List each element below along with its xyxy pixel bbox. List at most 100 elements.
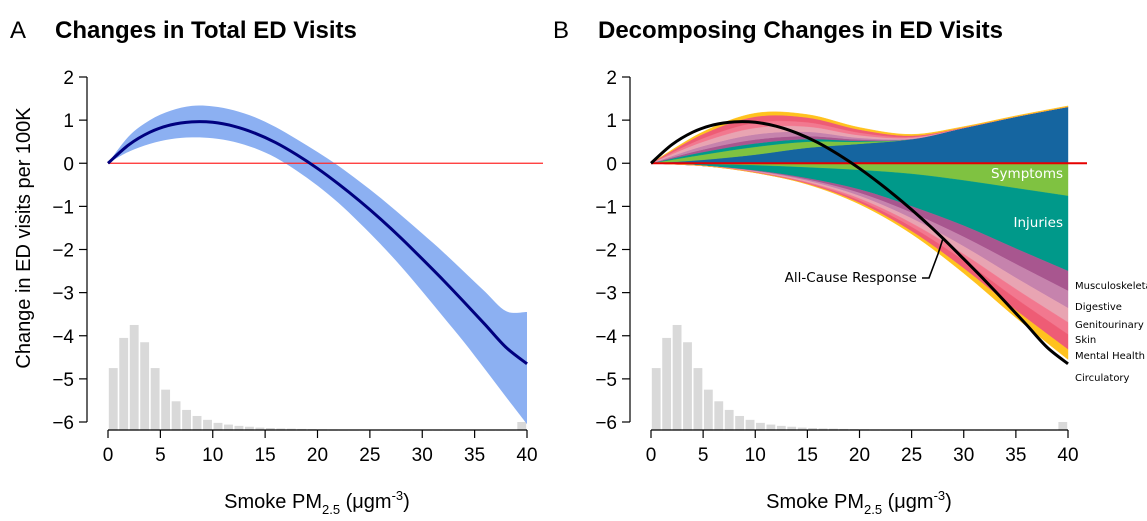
panel-a-title: Changes in Total ED Visits xyxy=(55,17,357,44)
panel-a-y-axis: −6 −5 −4 −3 −2 −1 0 1 2 xyxy=(52,68,88,434)
panel-b-letter: B xyxy=(553,17,569,44)
y-tick-label: −3 xyxy=(595,284,617,305)
histogram-bar xyxy=(662,337,672,431)
all-cause-curve xyxy=(649,120,1069,365)
x-tick-label: 30 xyxy=(412,445,433,466)
histogram-bar xyxy=(724,409,734,431)
y-tick-label: 1 xyxy=(606,111,617,132)
category-label-genitourinary: Genitourinary xyxy=(1075,320,1144,331)
all-cause-annotation-text: All-Cause Response xyxy=(785,270,917,286)
y-tick-label: −2 xyxy=(595,241,617,262)
histogram-bar xyxy=(265,428,275,431)
x-tick-label: 5 xyxy=(698,445,709,466)
x-tick-label: 15 xyxy=(797,445,818,466)
histogram-bar xyxy=(255,427,265,431)
histogram-bar xyxy=(192,415,202,431)
stack-area-circulatory-positive xyxy=(650,105,1069,164)
y-tick-label: −1 xyxy=(595,197,617,218)
x-tick-label: 20 xyxy=(307,445,328,466)
panel-b-y-axis: −6 −5 −4 −3 −2 −1 0 1 2 xyxy=(595,68,631,434)
panel-a-y-axis-label: Change in ED visits per 100K xyxy=(13,107,35,369)
panel-a: A Changes in Total ED Visits −6−5−4−3−2−… xyxy=(10,17,543,517)
histogram-bar xyxy=(129,324,139,431)
y-tick-label: 0 xyxy=(63,154,74,175)
y-tick-label: 2 xyxy=(606,68,617,89)
histogram-bar xyxy=(651,368,661,431)
histogram-bar xyxy=(735,415,745,431)
panel-b-x-axis: 0 5 10 15 20 25 30 35 40 xyxy=(646,429,1079,466)
x-tick-label: 30 xyxy=(953,445,974,466)
panel-b-all-cause-group xyxy=(649,120,1069,365)
histogram-bar xyxy=(119,337,129,431)
all-cause-annotation-leader xyxy=(922,238,944,279)
y-tick-label: 0 xyxy=(606,154,617,175)
x-tick-label: 40 xyxy=(516,445,537,466)
panel-a-letter: A xyxy=(10,17,26,44)
histogram-bar xyxy=(776,425,786,431)
histogram-bar xyxy=(182,409,192,431)
panel-a-x-axis-label: Smoke PM2.5 (μgm-3) xyxy=(224,488,410,517)
panel-b-histogram xyxy=(651,324,1068,431)
histogram-bar xyxy=(745,419,755,431)
panel-b: B Decomposing Changes in ED Visits Sympt… xyxy=(553,17,1147,517)
y-tick-label: −5 xyxy=(595,370,617,391)
histogram-bar xyxy=(693,368,703,431)
x-tick-label: 35 xyxy=(464,445,485,466)
y-tick-label: −5 xyxy=(52,370,74,391)
category-label-musculoskeletal: Musculoskeletal xyxy=(1075,281,1147,292)
y-tick-label: −6 xyxy=(52,413,74,434)
category-label-circulatory: Circulatory xyxy=(1075,373,1130,384)
y-tick-label: −1 xyxy=(52,197,74,218)
panel-b-annotation: All-Cause Response xyxy=(785,238,944,286)
histogram-bar xyxy=(517,422,527,431)
x-tick-label: 10 xyxy=(202,445,223,466)
response-curve xyxy=(107,120,528,365)
histogram-bar xyxy=(756,422,765,431)
histogram-bar xyxy=(161,389,171,431)
histogram-bar xyxy=(797,427,807,431)
panel-a-confidence-band-group xyxy=(108,105,527,425)
panel-b-category-labels: Symptoms Injuries Musculoskeletal Digestive… xyxy=(991,166,1147,384)
histogram-bar xyxy=(171,401,181,431)
histogram-bar xyxy=(140,342,150,431)
x-tick-label: 15 xyxy=(255,445,276,466)
y-tick-label: −2 xyxy=(52,241,74,262)
panel-b-x-axis-label: Smoke PM2.5 (μgm-3) xyxy=(766,488,952,517)
x-tick-label: 0 xyxy=(103,445,114,466)
category-label-symptoms: Symptoms xyxy=(991,166,1063,182)
histogram-bar xyxy=(224,424,233,431)
y-tick-label: 1 xyxy=(63,111,74,132)
histogram-bar xyxy=(234,425,244,431)
panel-a-response-curve-group xyxy=(107,120,528,365)
histogram-bar xyxy=(150,368,160,431)
histogram-bar xyxy=(808,428,817,431)
histogram-bar xyxy=(703,389,713,431)
x-tick-label: 10 xyxy=(745,445,766,466)
histogram-bar xyxy=(213,422,223,431)
histogram-bar xyxy=(683,342,692,431)
panel-b-stacked-areas xyxy=(650,105,1069,360)
x-tick-label: 5 xyxy=(155,445,166,466)
x-tick-label: 25 xyxy=(359,445,380,466)
x-tick-label: 0 xyxy=(646,445,657,466)
panel-a-x-axis: 0 5 10 15 20 25 30 35 40 xyxy=(103,429,538,466)
category-label-injuries: Injuries xyxy=(1014,215,1064,231)
histogram-bar xyxy=(787,426,797,431)
confidence-band xyxy=(108,105,527,425)
histogram-bar xyxy=(672,324,682,431)
histogram-bar xyxy=(1058,422,1068,431)
x-tick-label: 35 xyxy=(1005,445,1026,466)
histogram-bar xyxy=(203,419,212,431)
x-tick-label: 25 xyxy=(901,445,922,466)
stack-area-circulatory-negative xyxy=(650,163,1069,360)
y-tick-label: 2 xyxy=(63,68,74,89)
y-tick-label: −4 xyxy=(595,327,617,348)
x-tick-label: 40 xyxy=(1057,445,1078,466)
y-tick-label: −4 xyxy=(52,327,74,348)
y-tick-label: −6 xyxy=(595,413,617,434)
category-label-digestive: Digestive xyxy=(1075,302,1122,313)
panel-b-title: Decomposing Changes in ED Visits xyxy=(598,17,1003,44)
category-label-skin: Skin xyxy=(1075,335,1096,346)
